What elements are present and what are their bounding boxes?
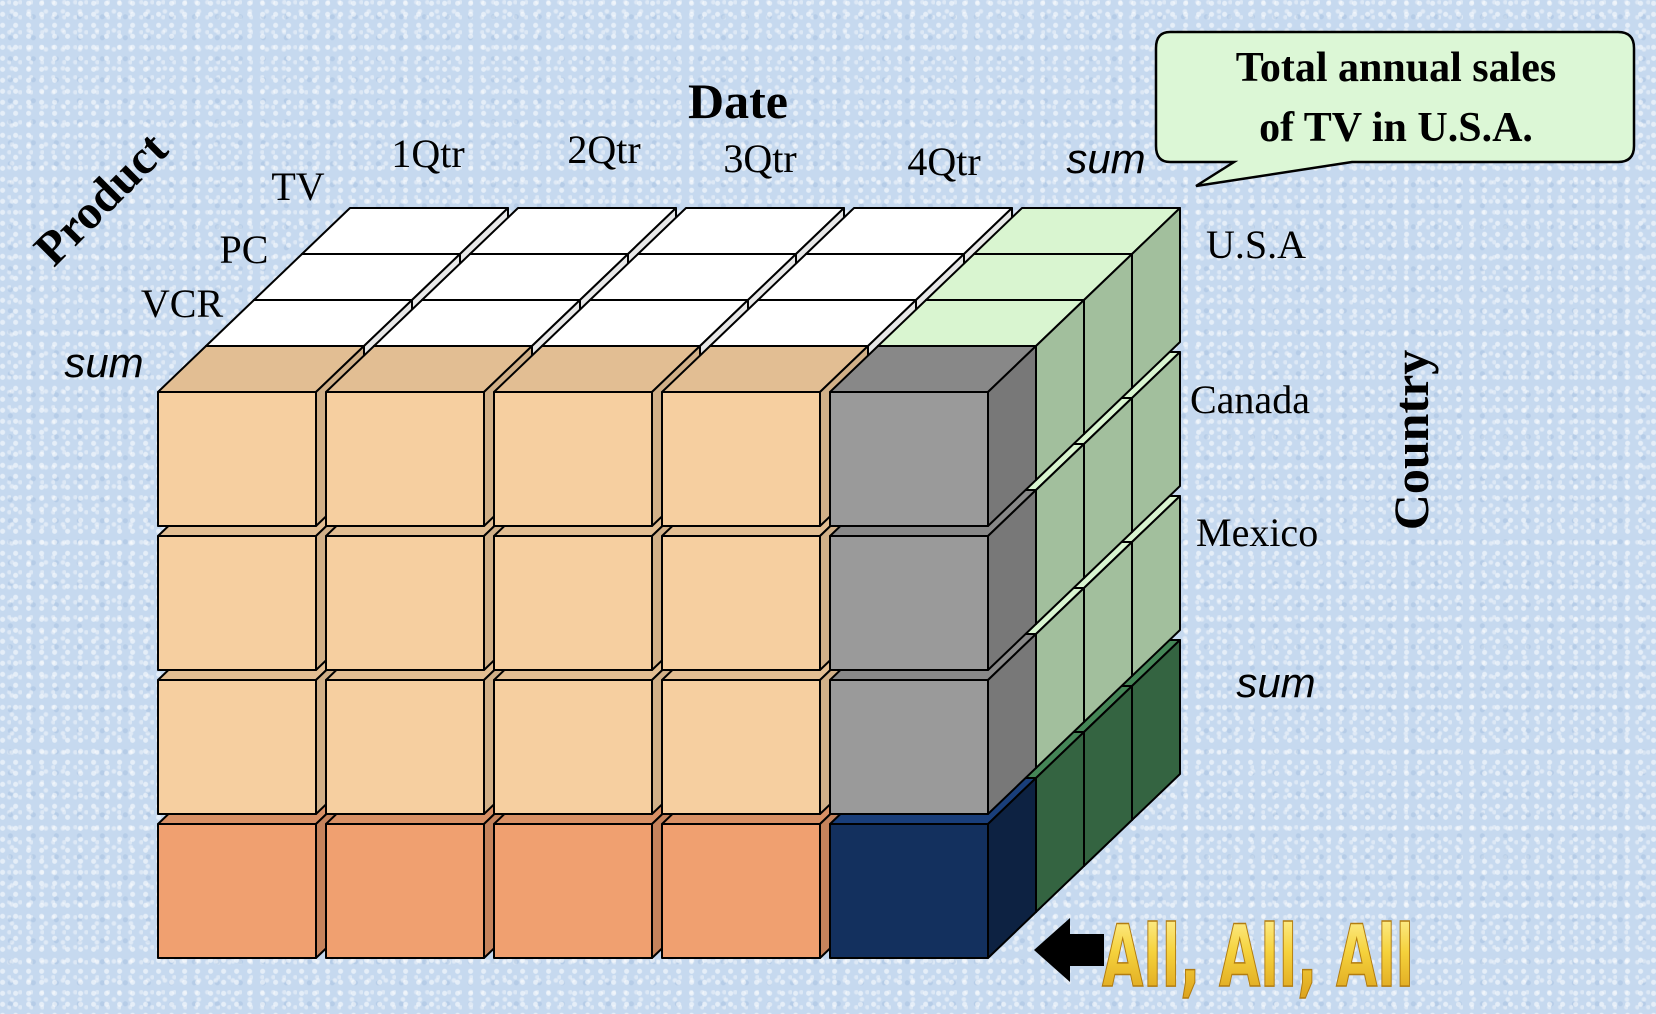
cube-cell-front [325,679,485,815]
product-label-pc: PC [220,227,269,272]
product-axis-title: Product [24,122,178,276]
cube-cell-front [157,679,317,815]
cube-cell-front [661,391,821,527]
country-label-canada: Canada [1190,377,1310,422]
cube-cell-front [325,535,485,671]
callout-line-1: Total annual sales [1236,45,1557,91]
cube-cells [157,207,1181,959]
cube-cell-front [829,823,989,959]
left-arrow-icon [1034,918,1104,982]
cube-cell-front [157,823,317,959]
cube-cell-front [325,391,485,527]
cube-cell-front [829,679,989,815]
cube-cell-front [493,391,653,527]
cube-cell-front [829,535,989,671]
date-label-3qtr: 3Qtr [723,136,796,181]
product-label-sum: sum [64,339,143,386]
date-label-2qtr: 2Qtr [567,127,640,172]
cube-cell-front [661,823,821,959]
cube-cell-front [661,679,821,815]
cube-cell-front [493,679,653,815]
cube-cell-front [493,823,653,959]
cube-cell-front [829,391,989,527]
country-axis-title: Country [1383,350,1439,531]
product-label-vcr: VCR [141,281,224,326]
callout-bubble [1154,30,1636,188]
cube-cell-front [157,535,317,671]
cube-cell-front [325,823,485,959]
all-all-all-label: All, All, All [1102,907,1414,1007]
cube-cell-front [493,535,653,671]
date-label-4qtr: 4Qtr [907,139,980,184]
cube-cell-front [157,391,317,527]
date-label-sum: sum [1066,135,1145,182]
country-label-sum: sum [1236,659,1315,706]
country-label-mexico: Mexico [1196,510,1318,555]
date-label-1qtr: 1Qtr [391,131,464,176]
product-label-tv: TV [271,164,324,209]
callout-line-2: of TV in U.S.A. [1259,105,1533,151]
country-label-usa: U.S.A [1206,222,1306,267]
cube-cell-front [661,535,821,671]
date-axis-title: Date [688,73,788,129]
